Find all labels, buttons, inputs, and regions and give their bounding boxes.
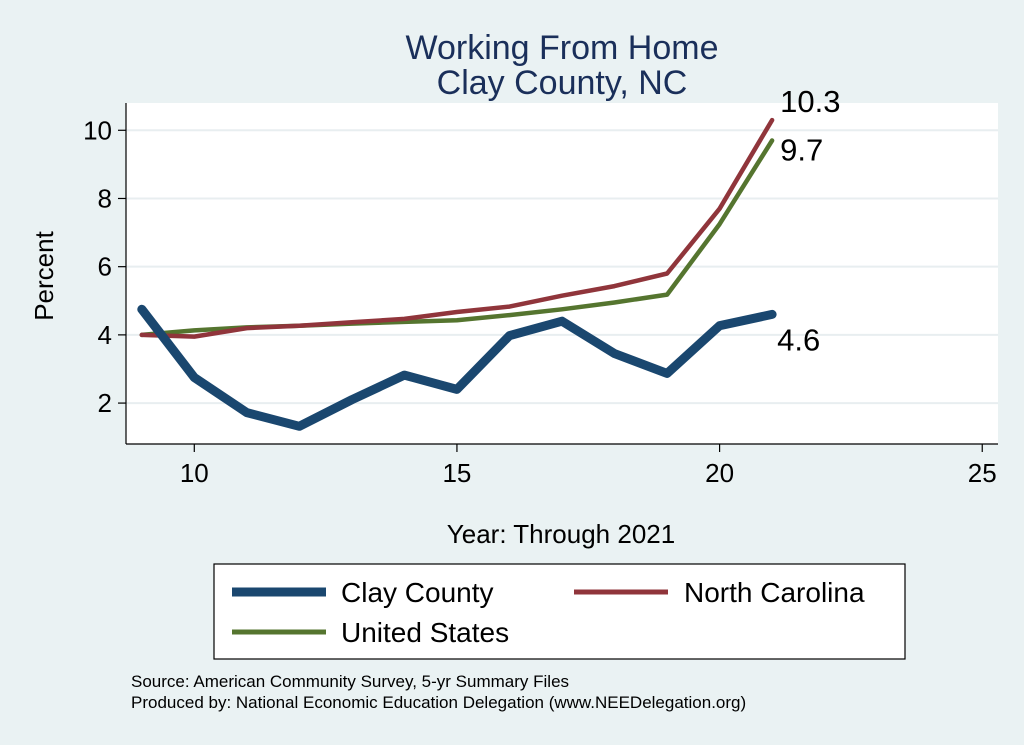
y-axis-label: Percent: [29, 230, 59, 320]
y-tick-label: 6: [98, 252, 112, 282]
grid-lines: [126, 129, 998, 405]
end-label-united-states: 9.7: [780, 133, 823, 168]
y-tick-label: 4: [98, 320, 112, 350]
x-axis-label: Year: Through 2021: [447, 519, 675, 549]
end-labels: 4.6 10.3 9.7: [777, 84, 840, 357]
x-tick-label: 20: [705, 458, 734, 488]
end-label-north-carolina: 10.3: [780, 84, 840, 119]
end-label-clay-county: 4.6: [777, 322, 820, 357]
y-tick-label: 8: [98, 183, 112, 213]
source-note: Source: American Community Survey, 5-yr …: [131, 672, 569, 691]
produced-by-note: Produced by: National Economic Education…: [131, 693, 746, 712]
x-tick-label: 15: [442, 458, 471, 488]
axis-ticks: 2 4 6 8 10 10 15 20 25: [83, 115, 997, 488]
legend-label-north-carolina: North Carolina: [684, 577, 865, 608]
y-tick-label: 2: [98, 388, 112, 418]
legend-box: [213, 563, 906, 660]
series-line-clay-county: [137, 304, 777, 431]
chart-title-line-2: Clay County, NC: [437, 64, 688, 102]
x-tick-label: 10: [180, 458, 209, 488]
plot-area: [126, 103, 998, 444]
legend-label-united-states: United States: [341, 617, 509, 648]
series-lines: [137, 117, 777, 431]
chart-title-line-1: Working From Home: [406, 29, 719, 67]
x-tick-label: 25: [968, 458, 997, 488]
legend-label-clay-county: Clay County: [341, 577, 494, 608]
series-line-north-carolina: [139, 117, 775, 339]
y-tick-label: 10: [83, 115, 112, 145]
